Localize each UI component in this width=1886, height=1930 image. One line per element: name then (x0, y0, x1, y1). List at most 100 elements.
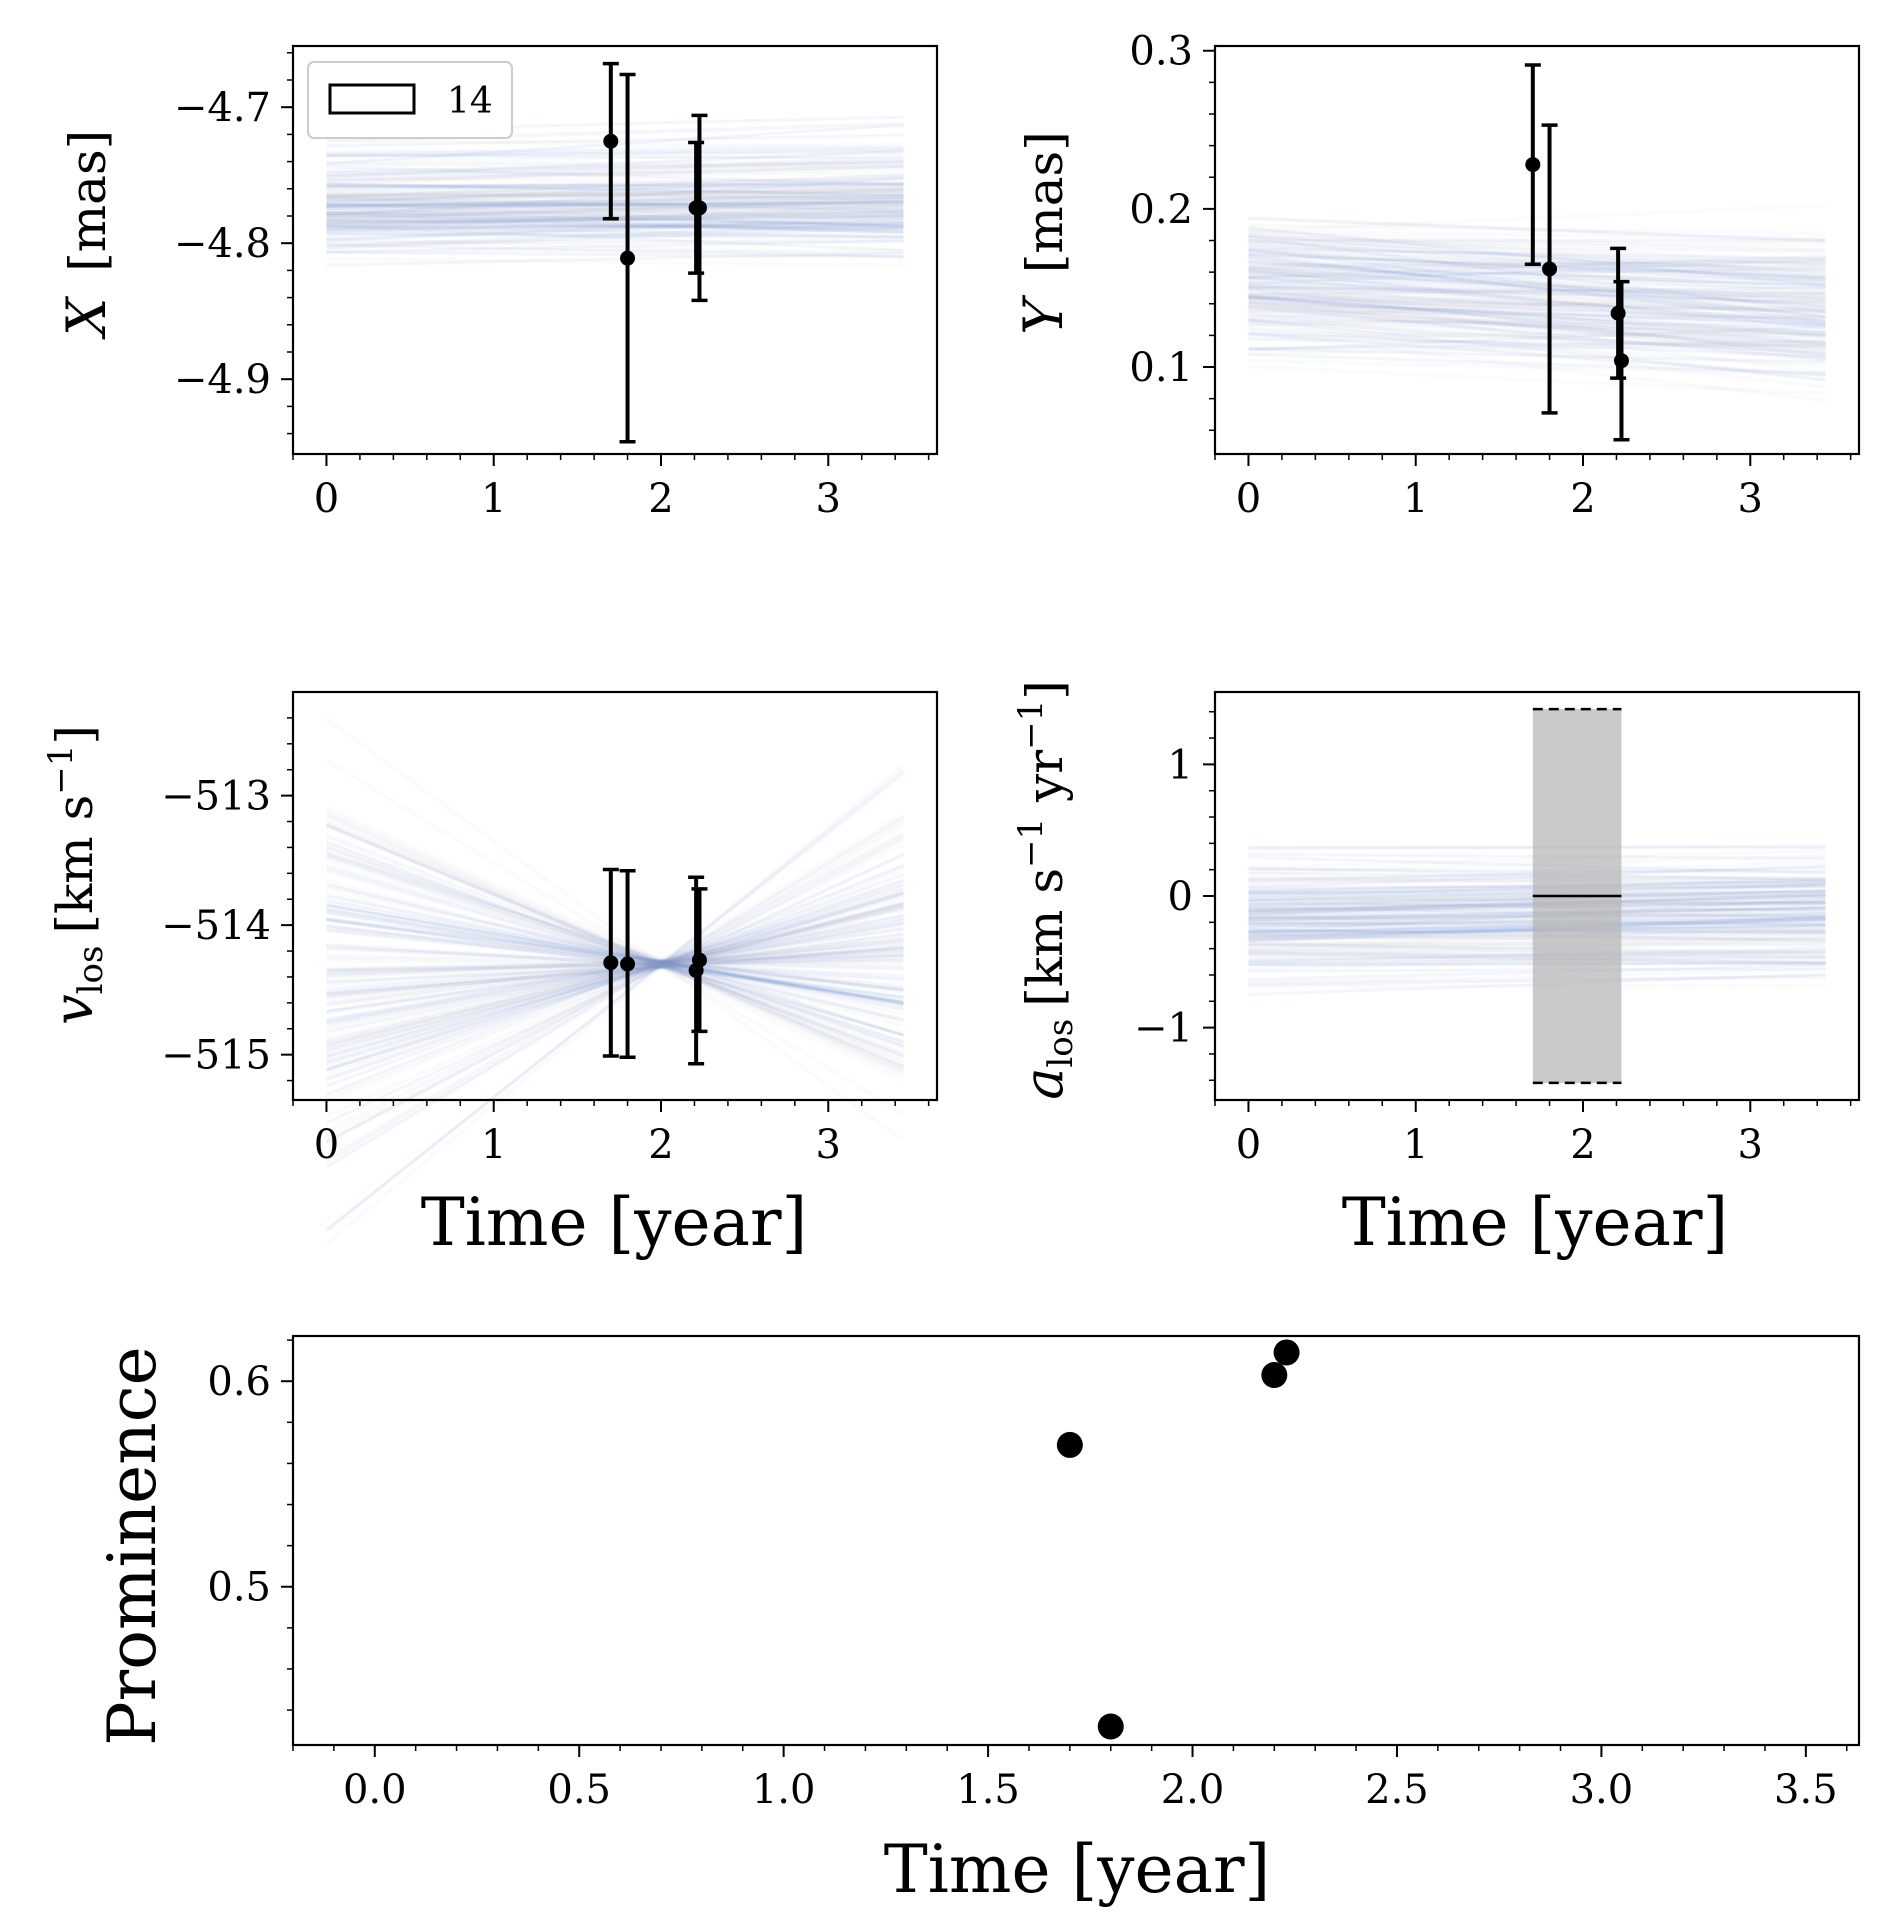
y-model-line (1248, 284, 1826, 358)
x-model-line (326, 193, 904, 199)
y-model-line (1248, 326, 1826, 369)
y-model-line (1248, 256, 1826, 319)
x-model-line (326, 201, 904, 213)
y-model-line (1248, 253, 1826, 323)
vlos-model-line (326, 901, 904, 1047)
x-model-line (326, 176, 904, 218)
x-legend-box (307, 61, 513, 139)
y-model-line (1248, 253, 1826, 282)
y-model-line (1248, 258, 1826, 307)
y-model-line (1248, 261, 1826, 288)
vlos-model-line (326, 901, 904, 1058)
y-ylabel-unit: [mas] (1016, 131, 1074, 273)
vlos-model-line (325, 819, 905, 1161)
x-model-line (326, 148, 904, 158)
alos-xtick-label: 1 (1403, 1122, 1428, 1168)
vlos-model-line (326, 883, 904, 1022)
y-data-point (1542, 261, 1558, 277)
y-model-line (1248, 306, 1826, 313)
x-model-line (326, 184, 904, 198)
x-model-line (326, 218, 904, 231)
vlos-model-line (325, 852, 905, 1118)
x-ylabel: X [mas] (55, 130, 118, 340)
x-model-line (326, 182, 904, 194)
y-ylabel: Y [mas] (1012, 131, 1075, 334)
vlos-model-line (325, 758, 905, 1116)
x-model-line (326, 188, 904, 197)
x-model-line (326, 149, 904, 178)
y-model-line (1248, 295, 1826, 323)
y-model-line (1248, 277, 1826, 316)
vlos-model-line (326, 904, 904, 1004)
x-model-line (326, 250, 904, 259)
y-model-line (1248, 250, 1826, 285)
vlos-model-line (326, 890, 904, 1059)
x-model-line (326, 164, 904, 185)
vlos-model-line (325, 834, 905, 1143)
vlos-model-line (325, 815, 905, 1076)
alos-xlabel: Time [year] (1342, 1184, 1729, 1261)
y-model-line (1248, 248, 1826, 319)
x-model-line (326, 182, 904, 197)
y-model-line (1248, 233, 1826, 268)
y-model-line (1248, 254, 1826, 279)
x-model-line (326, 217, 904, 242)
y-model-line (1248, 294, 1826, 349)
y-model-line (1248, 227, 1826, 277)
y-model-line (1248, 285, 1826, 301)
vlos-model-line (326, 900, 904, 1012)
y-model-line (1248, 313, 1826, 327)
y-model-line (1248, 303, 1826, 354)
y-model-line (1248, 255, 1826, 322)
vlos-model-line (326, 903, 904, 1052)
vlos-model-line (326, 924, 904, 1016)
x-model-line (326, 217, 904, 234)
x-model-line (326, 146, 904, 156)
x-xtick-label: 3 (816, 476, 841, 522)
vlos-model-line (325, 769, 905, 1233)
x-model-line (326, 160, 904, 176)
vlos-model-line (326, 905, 904, 1043)
y-model-line (1248, 286, 1826, 345)
x-ytick-label: −4.8 (174, 221, 271, 267)
vlos-model-line (325, 899, 905, 1056)
alos-xtick-label: 3 (1738, 1122, 1763, 1168)
vlos-model-line (326, 907, 904, 1004)
x-model-line (326, 188, 904, 199)
prominence-xtick-label: 0.0 (343, 1767, 407, 1813)
x-model-line (326, 206, 904, 213)
prominence-ticks: 0.0 0.5 1.0 1.5 2.0 2.5 3.0 3.5 0.6 0.5 (207, 1339, 1848, 1813)
x-ticks: 0 1 2 3 −4.7 −4.8 −4.9 (174, 52, 930, 522)
x-model-line (326, 236, 904, 258)
x-model-line (326, 221, 904, 232)
vlos-model-line (325, 852, 905, 1125)
prominence-xtick-label: 3.5 (1774, 1767, 1838, 1813)
x-model-line (326, 187, 904, 216)
vlos-model-line (325, 844, 905, 1056)
y-model-line (1248, 267, 1826, 282)
y-model-line (1248, 234, 1826, 280)
vlos-model-line (326, 903, 904, 1047)
y-model-line (1248, 270, 1826, 302)
x-model-line (326, 248, 904, 254)
y-model-line (1248, 226, 1826, 287)
y-model-line (1248, 235, 1826, 253)
vlos-model-line (326, 904, 904, 1005)
y-model-line (1248, 301, 1826, 327)
x-model-line (326, 214, 904, 241)
vlos-model-line (326, 887, 904, 1016)
x-model-line (326, 210, 904, 223)
x-xtick-label: 1 (481, 476, 506, 522)
vlos-data-point (620, 956, 636, 972)
vlos-model-line (325, 811, 905, 1074)
vlos-model-line (326, 937, 904, 1008)
x-model-line (326, 251, 904, 267)
panel-prominence: 0.0 0.5 1.0 1.5 2.0 2.5 3.0 3.5 0.6 0.5 Prominenc… (94, 1334, 1861, 1908)
x-model-line (326, 191, 904, 217)
vlos-model-line (325, 805, 905, 1073)
y-model-line (1248, 300, 1826, 326)
x-data-point (603, 133, 619, 149)
x-model-line (326, 222, 904, 248)
y-model-line (1248, 331, 1826, 359)
y-data-point (1525, 157, 1541, 173)
